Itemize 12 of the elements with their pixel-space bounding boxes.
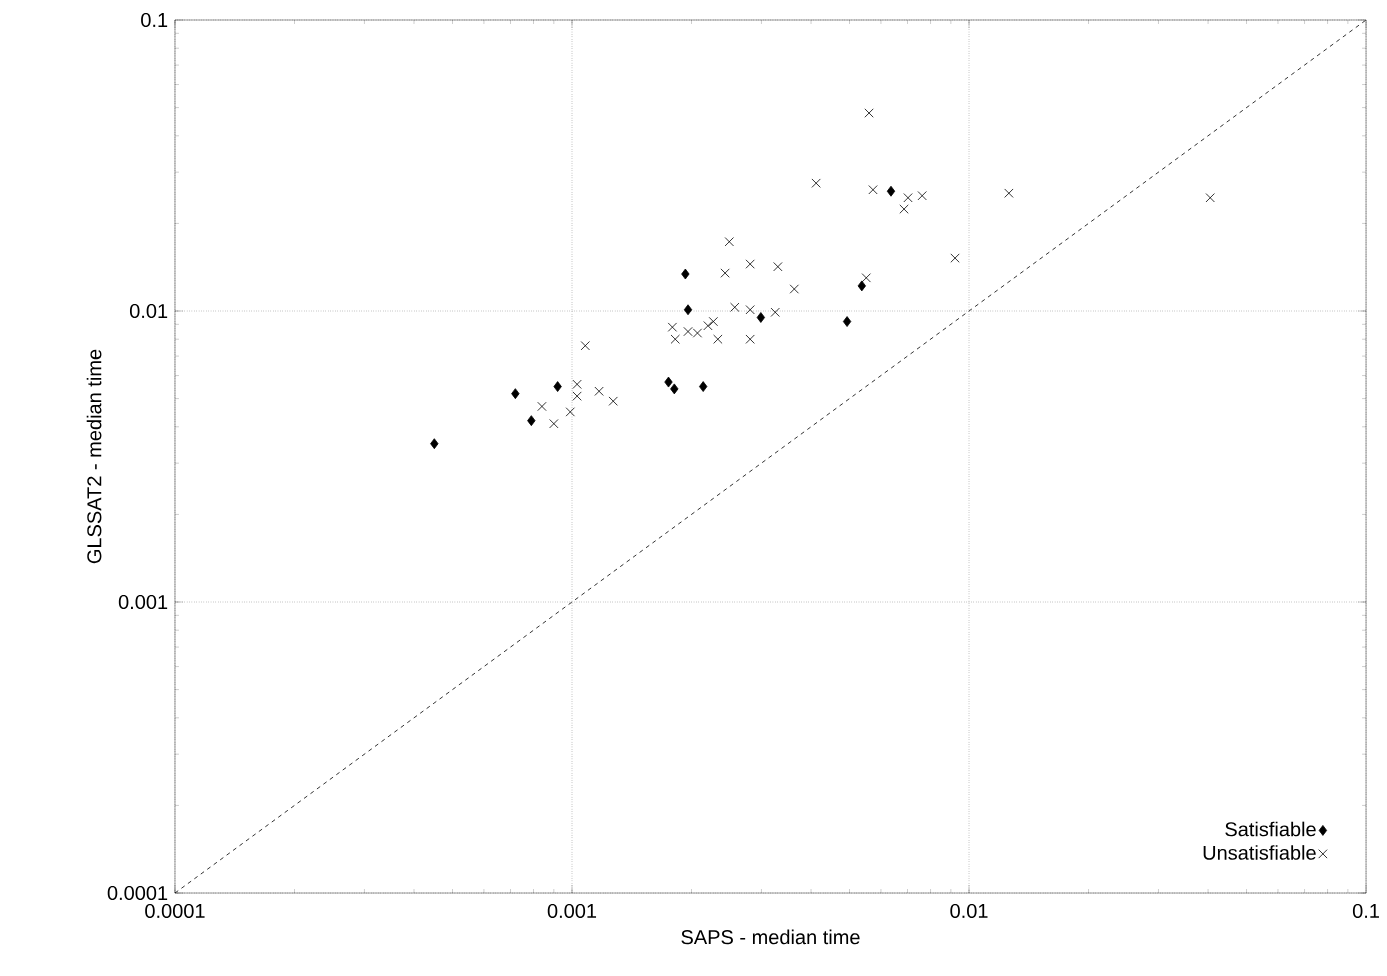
y-tick-label: 0.0001 — [107, 885, 168, 901]
legend-label: Satisfiable — [1225, 821, 1316, 837]
y-tick-label: 0.1 — [141, 12, 168, 28]
legend-label: Unsatisfiable — [1203, 845, 1316, 860]
x-tick-label: 0.01 — [950, 903, 988, 919]
y-axis-title: GLSSAT2 - median time — [86, 349, 102, 564]
x-tick-label: 0.001 — [547, 903, 597, 919]
y-tick-label: 0.001 — [118, 594, 168, 610]
y-tick-label: 0.01 — [129, 303, 168, 319]
x-tick-label: 0.0001 — [145, 903, 205, 919]
x-tick-label: 0.1 — [1352, 903, 1379, 919]
x-axis-title: SAPS - median time — [681, 929, 860, 945]
